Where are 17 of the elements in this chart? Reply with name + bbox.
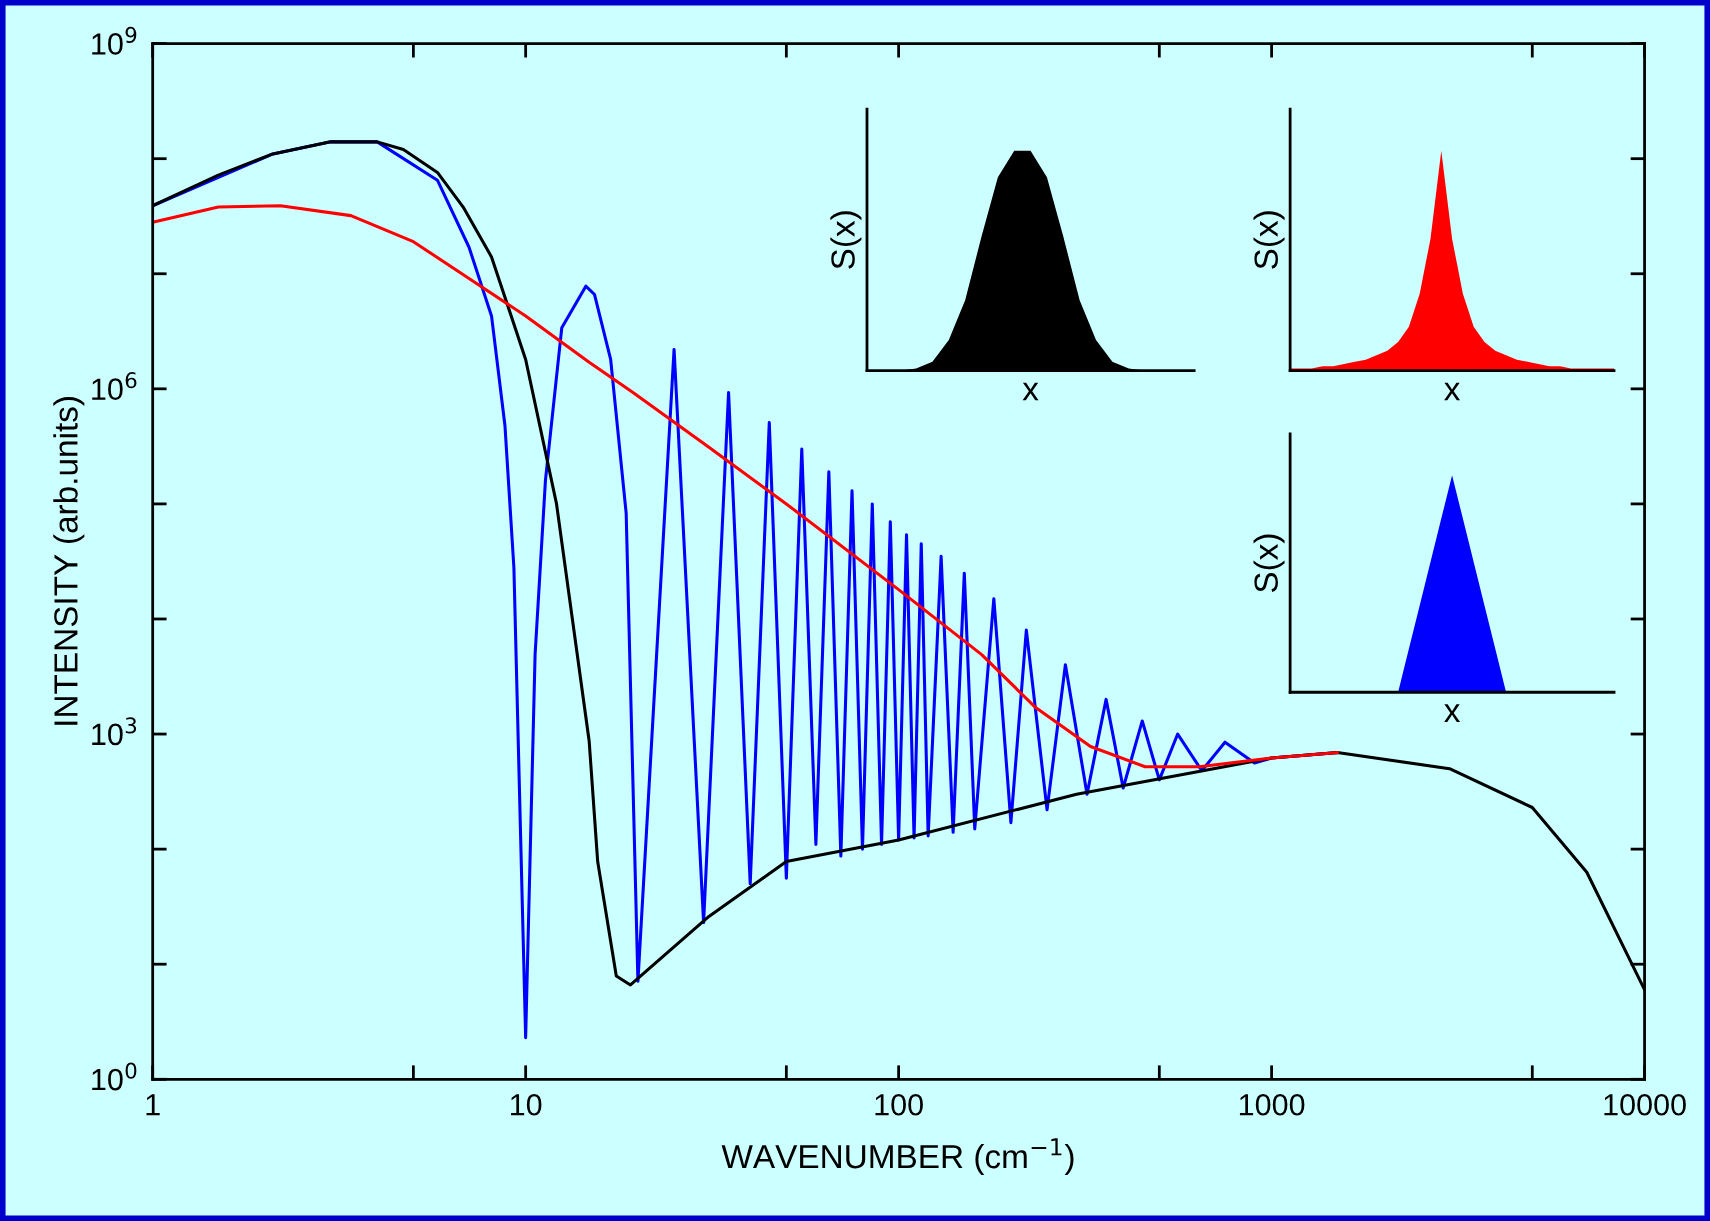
y-tick-label: 10$^{6}$ — [92, 372, 137, 400]
x-tick-label: 10000 — [1604, 1093, 1686, 1116]
y-tick-label: 10$^{0}$ — [92, 1062, 137, 1091]
x-tick-label: 1 — [146, 1094, 160, 1116]
x-axis-title: WAVENUMBER (cm$^{−1}$) — [721, 1138, 1074, 1175]
x-tick-label: 10 — [510, 1093, 542, 1116]
x-axis-title: x — [1444, 704, 1461, 722]
y-axis-title: INTENSITY (arb.units) — [53, 397, 85, 725]
x-axis-title: x — [1444, 382, 1461, 401]
x-tick-label: 100 — [875, 1093, 923, 1116]
y-axis-title: S(x) — [830, 211, 862, 269]
y-axis-title: S(x) — [1253, 534, 1285, 593]
x-axis-title: x — [1022, 382, 1039, 401]
y-tick-label: 10$^{9}$ — [92, 26, 137, 55]
y-axis-title: S(x) — [1253, 211, 1285, 269]
x-tick-label: 1000 — [1239, 1093, 1305, 1116]
y-tick-label: 10$^{3}$ — [92, 717, 137, 746]
